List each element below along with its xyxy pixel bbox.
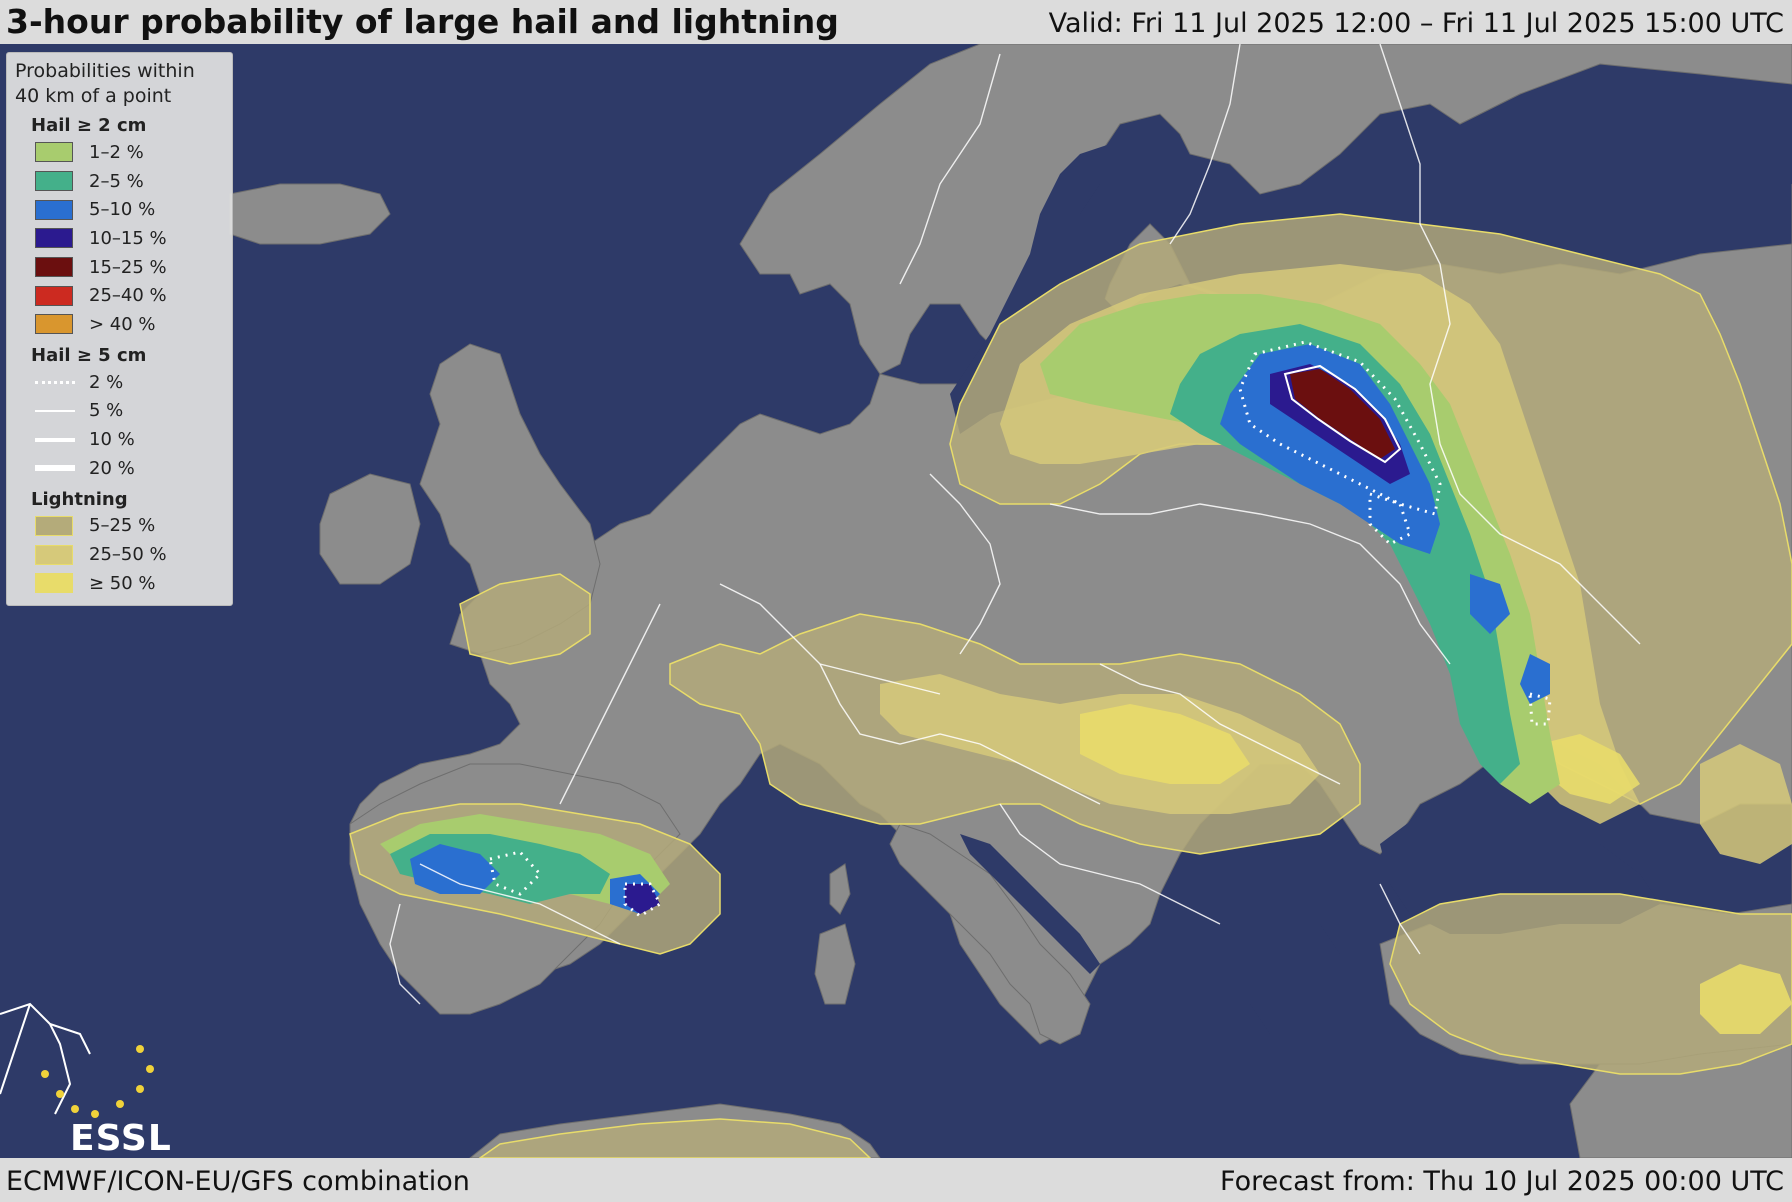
swatch [35, 314, 73, 335]
swatch [35, 199, 73, 220]
legend-item: 5 % [35, 397, 224, 426]
legend-header-1: Probabilities within [15, 60, 195, 82]
legend-label: 5 % [89, 400, 124, 422]
land-corsica [829, 863, 851, 915]
adriatic-sea [960, 834, 1100, 974]
legend-item: 15–25 % [35, 253, 224, 282]
legend-label: 2 % [89, 371, 124, 393]
logo-stars [41, 1045, 154, 1118]
legend-label: 25–40 % [89, 285, 167, 307]
valid-time: Valid: Fri 11 Jul 2025 12:00 – Fri 11 Ju… [1048, 8, 1784, 39]
legend-item: 5–10 % [35, 195, 224, 224]
legend-label: > 40 % [89, 313, 156, 335]
hail-15-25 [1290, 369, 1395, 459]
essl-logo: ESSL [70, 1118, 172, 1159]
legend-item: > 40 % [35, 310, 224, 339]
lightning-50 [1080, 704, 1792, 1034]
legend-section-hail5: Hail ≥ 5 cm [31, 344, 147, 366]
footer-bar: ECMWF/ICON-EU/GFS combination Forecast f… [0, 1158, 1792, 1202]
legend-item: 20 % [35, 454, 224, 483]
legend-label: ≥ 50 % [89, 572, 156, 594]
legend-label: 2–5 % [89, 170, 144, 192]
legend-section-lightning: Lightning [31, 488, 128, 510]
forecast-map [0, 44, 1792, 1158]
land-iceland [229, 183, 391, 245]
land-sardinia [814, 923, 856, 1005]
swatch [35, 285, 73, 306]
legend-label: 5–10 % [89, 199, 156, 221]
swatch [35, 142, 73, 163]
legend-label: 1–2 % [89, 141, 144, 163]
legend-item: 2–5 % [35, 167, 224, 196]
forecast-time: Forecast from: Thu 10 Jul 2025 00:00 UTC [1220, 1166, 1784, 1197]
legend-label: 10 % [89, 429, 135, 451]
swatch [35, 544, 73, 565]
line-swatch [35, 409, 75, 412]
legend-item: 5–25 % [35, 512, 224, 541]
legend-item: 25–40 % [35, 281, 224, 310]
map-canvas [0, 44, 1792, 1158]
country-borders [389, 44, 1641, 1005]
legend-item: 25–50 % [35, 540, 224, 569]
line-swatch [35, 465, 75, 472]
swatch [35, 515, 73, 536]
legend-label: 25–50 % [89, 544, 167, 566]
legend-item: ≥ 50 % [35, 569, 224, 598]
legend-item: 2 % [35, 368, 224, 397]
logo-lightning-bolt [0, 1002, 91, 1115]
legend-panel: Probabilities within 40 km of a point Ha… [6, 52, 233, 606]
legend-header-2: 40 km of a point [15, 85, 172, 107]
aegean-sea [1240, 914, 1340, 1034]
legend-item: 10–15 % [35, 224, 224, 253]
swatch [35, 257, 73, 278]
model-source: ECMWF/ICON-EU/GFS combination [6, 1166, 470, 1197]
header-bar: 3-hour probability of large hail and lig… [0, 0, 1792, 44]
land-ireland [319, 473, 421, 585]
large-hail-contours [488, 340, 1552, 918]
legend-label: 15–25 % [89, 256, 167, 278]
legend-section-hail2: Hail ≥ 2 cm [31, 115, 147, 136]
legend-item: 10 % [35, 425, 224, 454]
line-swatch [35, 380, 75, 384]
map-title: 3-hour probability of large hail and lig… [6, 2, 839, 41]
swatch [35, 171, 73, 192]
swatch [35, 573, 73, 594]
land-italy [889, 823, 1091, 1045]
legend-label: 20 % [89, 457, 135, 479]
swatch [35, 228, 73, 249]
legend-label: 10–15 % [89, 227, 167, 249]
legend-label: 5–25 % [89, 515, 156, 537]
legend-item: 1–2 % [35, 138, 224, 167]
line-swatch [35, 437, 75, 442]
